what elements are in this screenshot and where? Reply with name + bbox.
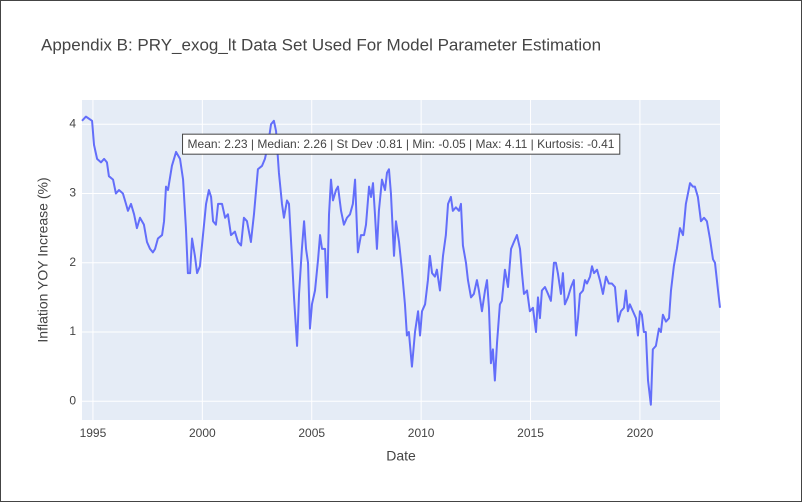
chart-title: Appendix B: PRY_exog_lt Data Set Used Fo… — [41, 35, 601, 54]
x-tick-label: 1995 — [80, 426, 107, 440]
x-tick-label: 2005 — [298, 426, 325, 440]
y-tick-label: 3 — [69, 186, 76, 200]
y-tick-label: 1 — [69, 324, 76, 338]
x-axis-label: Date — [386, 448, 416, 464]
y-axis-label: Inflation YOY Increase (%) — [35, 177, 51, 342]
y-tick-label: 0 — [69, 393, 76, 407]
line-series — [81, 115, 721, 406]
y-tick-label: 2 — [69, 255, 76, 269]
x-tick-label: 2015 — [517, 426, 544, 440]
x-tick-label: 2020 — [627, 426, 654, 440]
marks — [81, 115, 721, 406]
annotation-box — [182, 133, 621, 155]
x-tick-label: 2000 — [189, 426, 216, 440]
x-tick-label: 2010 — [408, 426, 435, 440]
annotation: Mean: 2.23 | Median: 2.26 | St Dev :0.81… — [188, 137, 615, 151]
y-tick-label: 4 — [69, 116, 76, 130]
